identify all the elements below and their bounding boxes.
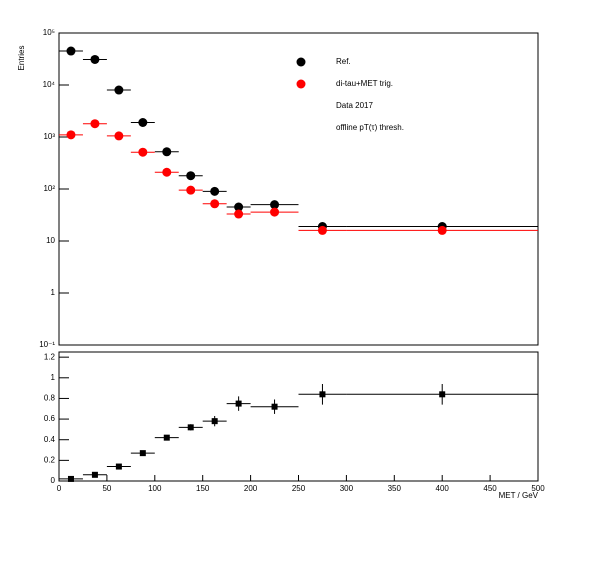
x-tick-label: 50 xyxy=(102,484,111,493)
marker xyxy=(271,403,278,410)
x-tick-label: 250 xyxy=(292,484,306,493)
x-tick-label: 100 xyxy=(148,484,162,493)
legend-marker xyxy=(296,57,306,67)
marker xyxy=(437,225,447,235)
y-tick-label: 1 xyxy=(51,288,56,297)
marker xyxy=(90,54,100,64)
marker xyxy=(114,85,124,95)
marker xyxy=(270,200,280,210)
legend-marker xyxy=(296,79,306,89)
legend-note: offline pT(τ) thresh. xyxy=(336,123,404,132)
y-tick-label: 10⁴ xyxy=(43,80,56,89)
marker xyxy=(186,185,196,195)
legend-label: di-tau+MET trig. xyxy=(336,79,393,88)
marker xyxy=(187,424,194,431)
legend-note: Data 2017 xyxy=(336,101,373,110)
marker xyxy=(210,199,220,209)
marker xyxy=(114,131,124,141)
x-tick-label: 500 xyxy=(531,484,545,493)
marker xyxy=(66,46,76,56)
marker xyxy=(163,434,170,441)
y-tick-label: 10⁻¹ xyxy=(39,340,55,349)
marker xyxy=(319,391,326,398)
y-tick-label: 10⁵ xyxy=(43,28,55,37)
marker xyxy=(90,119,100,129)
marker xyxy=(211,418,218,425)
marker xyxy=(317,225,327,235)
marker xyxy=(91,471,98,478)
x-tick-label: 400 xyxy=(436,484,450,493)
x-tick-label: 200 xyxy=(244,484,258,493)
marker xyxy=(115,463,122,470)
y-tick-label: 0.2 xyxy=(44,455,56,464)
x-tick-label: 450 xyxy=(483,484,497,493)
marker xyxy=(235,400,242,407)
marker xyxy=(66,130,76,140)
x-tick-label: 150 xyxy=(196,484,210,493)
y-tick-label: 10 xyxy=(46,236,55,245)
y-tick-label: 10² xyxy=(43,184,55,193)
y-tick-label: 1.2 xyxy=(44,352,56,361)
marker xyxy=(162,147,172,157)
marker xyxy=(439,391,446,398)
y-tick-label: 10³ xyxy=(43,132,55,141)
y-tick-label: 0.8 xyxy=(44,394,56,403)
marker xyxy=(210,186,220,196)
y-tick-label: 0.6 xyxy=(44,414,56,423)
x-tick-label: 350 xyxy=(388,484,402,493)
marker xyxy=(186,171,196,181)
marker xyxy=(138,118,148,128)
x-tick-label: 300 xyxy=(340,484,354,493)
legend-label: Ref. xyxy=(336,57,351,66)
y-tick-label: 1 xyxy=(51,373,56,382)
marker xyxy=(162,167,172,177)
y-tick-label: 0.4 xyxy=(44,435,56,444)
x-axis-label: MET / GeV xyxy=(499,491,539,500)
marker xyxy=(234,202,244,212)
marker xyxy=(67,475,74,482)
x-tick-label: 0 xyxy=(57,484,62,493)
y-tick-label: 0 xyxy=(51,476,56,485)
y-axis-label: Entries xyxy=(17,46,26,71)
marker xyxy=(270,207,280,217)
marker xyxy=(139,450,146,457)
marker xyxy=(138,147,148,157)
marker xyxy=(234,209,244,219)
